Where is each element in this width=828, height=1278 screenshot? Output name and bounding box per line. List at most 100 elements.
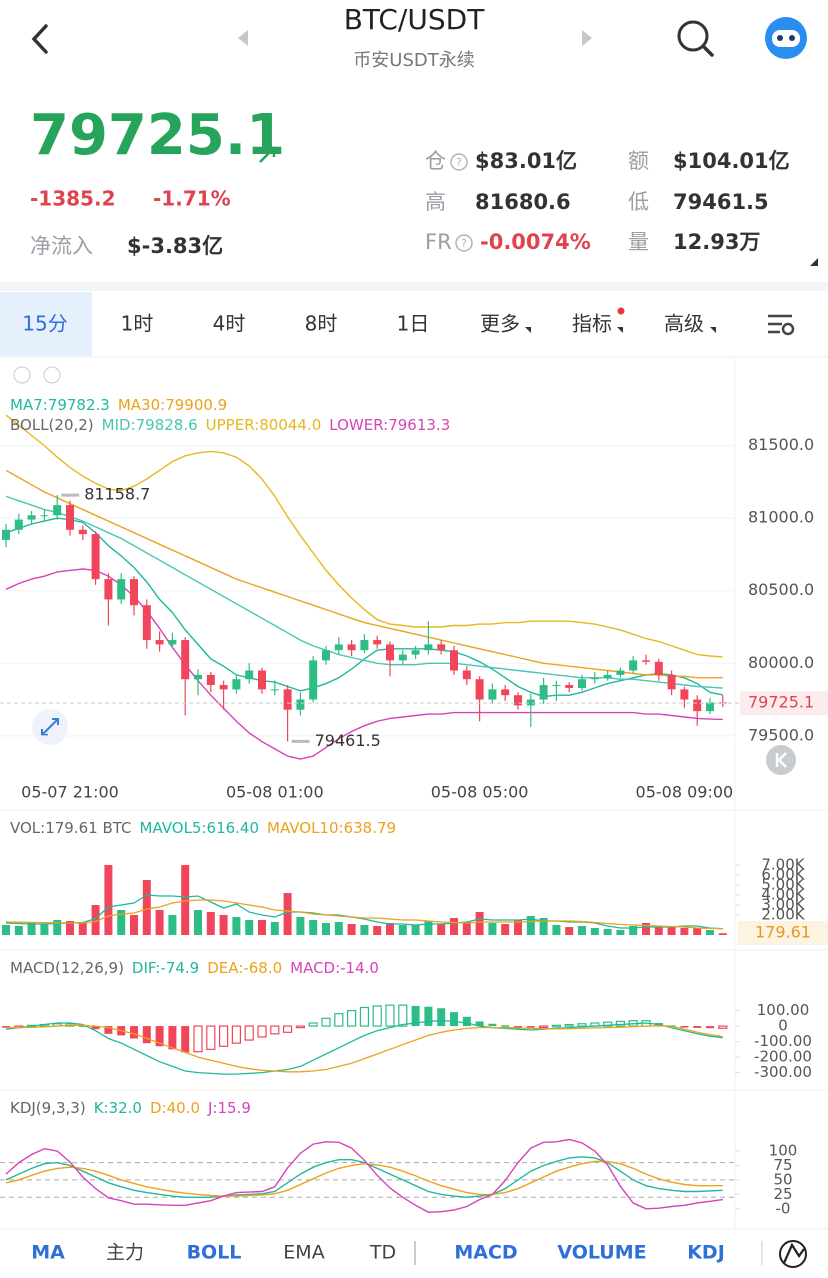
- stat-label: 量: [628, 230, 649, 254]
- tab[interactable]: 1日: [397, 312, 430, 336]
- badge-dot: [617, 307, 625, 315]
- search-button[interactable]: [677, 20, 714, 57]
- indicator-line: [5, 1138, 723, 1214]
- dropdown-mark: [710, 327, 716, 333]
- fullscreen-button[interactable]: [32, 709, 68, 745]
- bar: [565, 927, 574, 935]
- legend-entry: MID:79828.6: [102, 416, 198, 434]
- tab[interactable]: 1时: [121, 312, 154, 336]
- separator: [0, 282, 828, 291]
- bar: [424, 921, 433, 935]
- candle-body: [78, 529, 87, 535]
- bar: [78, 1025, 87, 1027]
- bar: [142, 1026, 151, 1044]
- y-tick-label: 7.00K: [761, 856, 805, 874]
- indicator-tab[interactable]: BOLL: [187, 1242, 242, 1264]
- candle-body: [283, 689, 292, 710]
- bar: [206, 912, 215, 935]
- y-tick-label: 81500.0: [748, 435, 814, 454]
- drawing-tool[interactable]: [779, 1240, 807, 1268]
- indicator-line: [5, 894, 723, 930]
- stat-label: 仓: [425, 149, 446, 173]
- candle-body: [539, 685, 548, 700]
- bar: [577, 1023, 587, 1027]
- bar: [718, 1025, 728, 1029]
- bar: [564, 1023, 574, 1027]
- y-tick-label: -100.00: [754, 1032, 812, 1050]
- bar: [437, 924, 446, 935]
- bar: [130, 915, 138, 935]
- tab[interactable]: 8时: [305, 312, 338, 336]
- trend-arrow: [259, 146, 276, 163]
- bar: [718, 933, 727, 935]
- scroll-latest[interactable]: [766, 745, 796, 775]
- legend-entry: MA7:79782.3: [10, 396, 110, 414]
- y-tick-label: 50: [773, 1170, 792, 1188]
- bar: [130, 1026, 138, 1039]
- indicator-tab[interactable]: VOLUME: [557, 1242, 646, 1264]
- x-tick-label: 05-08 01:00: [226, 783, 324, 802]
- bar: [616, 930, 625, 935]
- bar: [231, 1025, 241, 1044]
- chart-settings[interactable]: [768, 314, 795, 336]
- stat-value: 79461.5: [673, 190, 769, 214]
- bar: [142, 880, 151, 935]
- bar: [334, 922, 343, 935]
- tab[interactable]: 指标: [572, 312, 612, 336]
- indicator-line: [5, 568, 723, 760]
- bar: [104, 1026, 113, 1034]
- candle-body: [526, 699, 535, 706]
- tab[interactable]: 4时: [213, 312, 246, 336]
- candle-body: [437, 644, 446, 651]
- bar: [424, 1006, 433, 1027]
- bar: [642, 923, 650, 935]
- candle-body: [654, 661, 663, 675]
- settings-icon[interactable]: [43, 366, 61, 384]
- candle-body: [27, 515, 36, 520]
- indicator-tab[interactable]: MA: [31, 1242, 65, 1264]
- candle-body: [117, 579, 126, 600]
- bar: [168, 1026, 177, 1050]
- bar: [270, 1025, 280, 1035]
- prev-symbol[interactable]: [238, 30, 248, 46]
- indicator-tab[interactable]: EMA: [283, 1242, 324, 1264]
- bar: [155, 910, 164, 935]
- bar: [578, 926, 586, 935]
- stat-value: $104.01亿: [673, 149, 790, 173]
- netflow-value: $-3.83亿: [127, 234, 223, 258]
- expand-corner[interactable]: [810, 258, 818, 266]
- info-icon[interactable]: ?: [455, 234, 473, 252]
- candle-body: [360, 640, 369, 651]
- tab[interactable]: 高级: [664, 312, 704, 336]
- legend: MACD(12,26,9) DIF:-74.9 DEA:-68.0 MACD:-14.…: [10, 959, 379, 977]
- bar: [244, 1025, 254, 1041]
- candle-body: [693, 699, 702, 712]
- stat-value: -0.0074%: [480, 230, 591, 254]
- x-tick-label: 05-08 09:00: [636, 783, 734, 802]
- candle-body: [142, 605, 151, 641]
- bar: [398, 925, 407, 935]
- legend-entry: MACD:-14.0: [290, 959, 379, 977]
- y-tick-label: 75: [773, 1156, 792, 1174]
- indicator-tab[interactable]: MACD: [454, 1242, 517, 1264]
- candle-body: [130, 579, 138, 606]
- bar: [219, 1025, 229, 1047]
- avatar[interactable]: [765, 17, 807, 59]
- indicator-tab[interactable]: 主力: [106, 1242, 144, 1264]
- indicator-tab[interactable]: TD: [369, 1242, 396, 1264]
- bar: [91, 1026, 100, 1030]
- next-symbol[interactable]: [582, 30, 592, 46]
- bar: [680, 1026, 689, 1028]
- tab[interactable]: 更多: [480, 312, 520, 336]
- collapse-icon[interactable]: [13, 366, 31, 384]
- dropdown-mark: [525, 327, 531, 333]
- tab[interactable]: 15分: [22, 312, 67, 336]
- bar: [603, 929, 612, 935]
- bar: [347, 1009, 357, 1027]
- indicator-tab[interactable]: KDJ: [687, 1242, 725, 1264]
- info-icon[interactable]: ?: [450, 153, 468, 171]
- bar: [450, 918, 458, 935]
- bar: [411, 925, 420, 935]
- back-button[interactable]: [31, 24, 48, 54]
- bar: [475, 1021, 484, 1027]
